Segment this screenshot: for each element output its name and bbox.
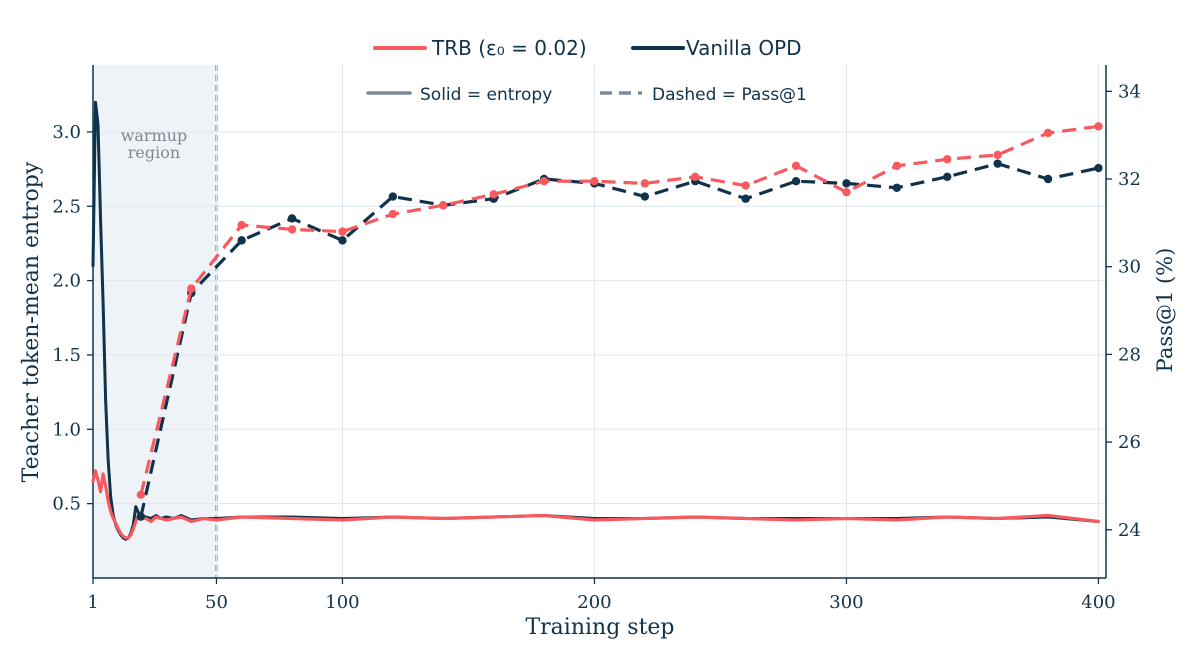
pass-point-vanilla	[640, 192, 650, 201]
y-left-tick-label: 3.0	[52, 122, 81, 143]
y-right-tick-label: 28	[1118, 344, 1141, 365]
legend-label-dashed: Dashed = Pass@1	[652, 85, 807, 105]
pass-point-trb	[1094, 122, 1103, 131]
pass-point-trb	[539, 176, 549, 186]
pass-point-vanilla	[237, 236, 246, 245]
x-tick-label: 200	[577, 592, 611, 613]
pass-point-trb	[439, 201, 448, 210]
pass-point-vanilla	[741, 194, 750, 203]
pass-point-trb	[842, 187, 851, 197]
pass-point-trb	[287, 225, 297, 234]
pass-point-trb	[741, 181, 750, 190]
y-right-tick-label: 32	[1118, 169, 1141, 190]
x-tick-label: 1	[87, 592, 98, 613]
pass-point-vanilla	[1094, 163, 1103, 173]
y-left-tick-label: 1.0	[52, 419, 81, 440]
pass-point-trb	[791, 161, 801, 171]
pass-point-trb	[943, 155, 952, 164]
y-left-tick-label: 2.5	[52, 196, 81, 217]
pass-point-vanilla	[842, 179, 851, 188]
warmup-shade	[93, 65, 217, 578]
warmup-label-line2: region	[128, 143, 180, 162]
y-left-tick-label: 2.0	[52, 271, 81, 292]
pass-point-vanilla	[388, 192, 398, 201]
entropy-line-trb	[91, 469, 1101, 540]
pass-point-trb	[691, 172, 700, 182]
pass-point-trb	[136, 490, 146, 499]
y-right-tick-label: 34	[1118, 81, 1141, 102]
grid-layer	[93, 65, 1106, 578]
x-tick-label: 300	[829, 592, 863, 613]
y-axis-right-label: Pass@1 (%)	[1153, 248, 1177, 373]
pass-point-vanilla	[943, 172, 952, 182]
pass-point-trb	[640, 179, 650, 188]
warmup-label-line1: warmup	[121, 126, 188, 145]
pass-point-vanilla	[1043, 174, 1053, 184]
pass-point-vanilla	[892, 183, 902, 192]
legend-label-vanilla: Vanilla OPD	[686, 36, 802, 60]
legend-label-trb: TRB (ε₀ = 0.02)	[431, 36, 587, 60]
x-tick-label: 100	[325, 592, 359, 613]
pass-point-trb	[993, 150, 1002, 160]
y-right-tick-label: 26	[1118, 432, 1141, 453]
pass-point-trb	[590, 176, 599, 186]
x-axis-label: Training step	[525, 615, 674, 640]
warmup-region-layer	[93, 65, 218, 578]
pass-point-vanilla	[993, 159, 1002, 168]
y-left-tick-label: 0.5	[52, 494, 81, 515]
pass-point-trb	[489, 190, 498, 199]
pass-point-trb	[388, 209, 398, 219]
y-left-tick-label: 1.5	[52, 345, 81, 366]
y-axis-left-label: Teacher token-mean entropy	[19, 161, 44, 482]
pass-lines-layer	[136, 122, 1103, 521]
pass-point-trb	[892, 161, 902, 171]
pass-line-vanilla	[139, 162, 1099, 517]
legend-label-solid: Solid = entropy	[420, 85, 552, 105]
pass-point-vanilla	[338, 236, 347, 245]
pass-point-vanilla	[287, 214, 297, 223]
x-tick-label: 50	[205, 592, 228, 613]
pass-point-trb	[338, 227, 347, 236]
entropy-lines-layer	[91, 100, 1101, 541]
y-right-tick-label: 30	[1118, 257, 1141, 278]
pass-point-vanilla	[791, 176, 801, 186]
legend: TRB (ε₀ = 0.02) Vanilla OPD Solid = entr…	[366, 36, 807, 105]
tick-labels-layer: 1 50 100 200 300 400 0.5 1.0 1.5 2.0 2.5 3.0 24 26 28 3…	[52, 81, 1141, 613]
x-tick-label: 400	[1081, 592, 1115, 613]
pass-point-vanilla	[136, 512, 146, 521]
axes-layer	[92, 65, 1107, 579]
pass-line-trb	[139, 124, 1099, 496]
pass-point-trb	[187, 284, 196, 293]
y-right-tick-label: 24	[1118, 520, 1141, 541]
pass-point-trb	[237, 220, 246, 230]
pass-point-trb	[1043, 128, 1053, 138]
